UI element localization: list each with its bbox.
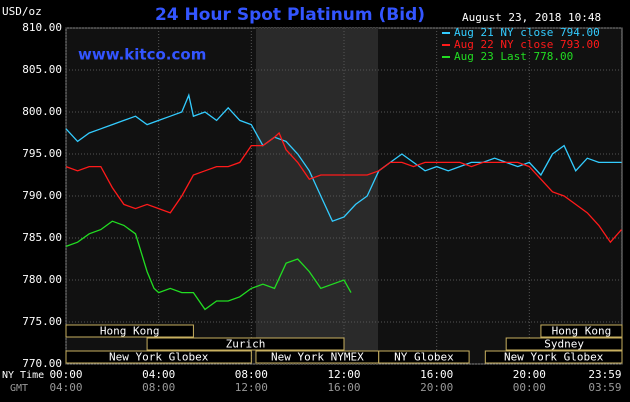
legend-label: Aug 23 Last 778.00 xyxy=(454,50,573,63)
legend-label: Aug 22 NY close 793.00 xyxy=(454,38,600,51)
gmt-tick-label: 12:00 xyxy=(235,381,268,394)
x-row-label: GMT xyxy=(10,383,28,394)
y-tick-label: 785.00 xyxy=(22,231,62,244)
session-label: Sydney xyxy=(544,338,584,351)
y-tick-label: 780.00 xyxy=(22,273,62,286)
session-label: New York Globex xyxy=(504,351,604,364)
y-unit: USD/oz xyxy=(2,5,42,18)
gmt-tick-label: 04:00 xyxy=(49,381,82,394)
y-tick-label: 770.00 xyxy=(22,357,62,370)
grid xyxy=(65,27,623,365)
x-tick-label: 08:00 xyxy=(235,368,268,381)
y-tick-label: 800.00 xyxy=(22,105,62,118)
session-label: Hong Kong xyxy=(552,325,612,338)
x-tick-label: 12:00 xyxy=(327,368,360,381)
session-box xyxy=(65,350,252,364)
watermark: www.kitco.com xyxy=(78,46,206,64)
gmt-tick-label: 16:00 xyxy=(327,381,360,394)
session-box xyxy=(505,337,623,351)
y-tick-label: 810.00 xyxy=(22,21,62,34)
session-label: NY Globex xyxy=(394,351,454,364)
gmt-tick-label: 08:00 xyxy=(142,381,175,394)
session-label: New York NYMEX xyxy=(271,351,364,364)
x-row-label: NY Time xyxy=(2,370,44,381)
chart-title: 24 Hour Spot Platinum (Bid) xyxy=(155,5,425,25)
y-tick-label: 790.00 xyxy=(22,189,62,202)
series-line xyxy=(65,131,622,244)
session-box xyxy=(484,350,623,364)
series-line xyxy=(65,93,622,223)
x-tick-label: 20:00 xyxy=(513,368,546,381)
session-box xyxy=(540,324,623,338)
session-label: New York Globex xyxy=(109,351,209,364)
timestamp: August 23, 2018 10:48 xyxy=(462,11,601,24)
x-tick-label: 00:00 xyxy=(49,368,82,381)
x-tick-label: 16:00 xyxy=(420,368,453,381)
y-tick-label: 775.00 xyxy=(22,315,62,328)
session-box xyxy=(146,337,345,351)
gmt-tick-label: 20:00 xyxy=(420,381,453,394)
session-box xyxy=(378,350,470,364)
session-box xyxy=(65,324,194,338)
y-tick-label: 805.00 xyxy=(22,63,62,76)
session-label: Zurich xyxy=(226,338,266,351)
gmt-tick-label: 00:00 xyxy=(513,381,546,394)
session-label: Hong Kong xyxy=(100,325,160,338)
legend-label: Aug 21 NY close 794.00 xyxy=(454,26,600,39)
nymex-shade xyxy=(256,28,378,364)
x-tick-label: 04:00 xyxy=(142,368,175,381)
series-line xyxy=(65,220,352,311)
x-tick-label: 23:59 xyxy=(588,368,621,381)
y-tick-label: 795.00 xyxy=(22,147,62,160)
gmt-tick-label: 03:59 xyxy=(588,381,621,394)
